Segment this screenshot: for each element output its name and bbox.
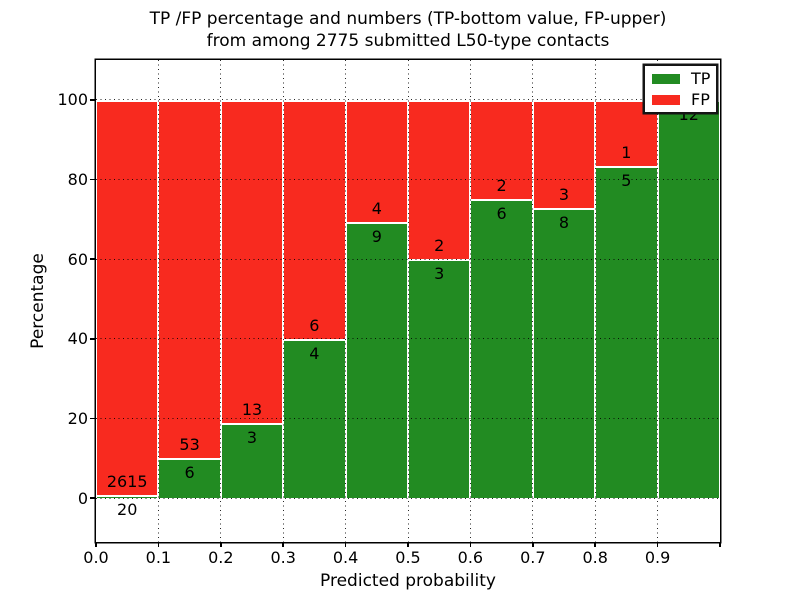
y-tick-label: 20: [67, 409, 88, 428]
y-axis-tick: [89, 417, 95, 420]
gridline-vertical: [594, 60, 596, 542]
x-axis-tick: [656, 542, 659, 547]
tp-count-label: 8: [558, 213, 570, 233]
x-axis-tick: [469, 542, 472, 547]
tp-color-swatch-icon: [652, 73, 680, 84]
y-tick-label: 80: [67, 170, 88, 189]
fp-count-label: 2: [496, 176, 507, 196]
x-axis-tick: [344, 542, 347, 547]
x-tick-label: 0.5: [395, 548, 421, 567]
fp-count-label: 1: [621, 143, 632, 163]
y-axis-tick: [89, 99, 95, 101]
fp-count-label: 2615: [106, 472, 148, 492]
x-tick-label: 0.4: [332, 548, 359, 567]
fp-count-label: 2: [434, 236, 445, 256]
chart-title-line1: TP /FP percentage and numbers (TP-bottom…: [149, 9, 667, 29]
x-tick-label: 0.1: [145, 548, 172, 567]
bar-segment-fp: [470, 99, 533, 200]
x-axis-tick: [532, 542, 534, 547]
tp-count-label: 6: [496, 204, 507, 224]
legend-label-fp: FP: [691, 90, 710, 109]
y-axis-tick: [89, 178, 95, 181]
fp-count-label: 53: [179, 434, 200, 454]
y-axis-tick: [89, 258, 95, 260]
fp-count-label: 13: [241, 400, 263, 420]
tp-count-label: 5: [621, 171, 632, 191]
tp-count-label: 4: [309, 343, 320, 363]
x-tick-label: 0.7: [520, 548, 546, 567]
x-axis-label: Predicted probability: [320, 571, 496, 591]
tp-count-label: 3: [434, 264, 445, 284]
gridline-vertical: [469, 60, 471, 542]
tp-count-label: 20: [117, 500, 138, 520]
tp-count-label: 6: [184, 462, 195, 482]
x-axis-tick: [282, 542, 284, 547]
x-axis-tick: [407, 542, 409, 547]
bar-segment-fp: [158, 99, 221, 458]
bar-segment-tp: [408, 259, 471, 499]
fp-color-swatch-icon: [652, 94, 680, 105]
y-axis-tick: [89, 497, 95, 499]
x-tick-label: 0.8: [582, 548, 608, 567]
fp-count-label: 6: [309, 315, 320, 335]
bar-segment-fp: [532, 99, 596, 209]
gridline-vertical: [157, 60, 159, 542]
bar-segment-fp: [96, 99, 159, 496]
legend-label-tp: TP: [691, 69, 711, 88]
bar-segment-fp: [345, 99, 408, 223]
x-tick-label: 0.3: [270, 548, 296, 567]
gridline-vertical: [532, 60, 534, 542]
x-axis-tick: [95, 542, 97, 547]
bar-segment-tp: [96, 495, 159, 499]
chart-title-line2: from among 2775 submitted L50-type conta…: [206, 31, 610, 51]
bar-segment-tp: [595, 166, 658, 499]
gridline-vertical: [345, 60, 347, 542]
x-tick-label: 0.2: [208, 548, 234, 567]
x-tick-label: 0.9: [644, 548, 671, 567]
bar-segment-tp: [532, 208, 596, 499]
tp-count-label: 3: [246, 428, 258, 448]
fp-count-label: 3: [558, 185, 570, 205]
chart-title: TP /FP percentage and numbers (TP-bottom…: [16, 8, 800, 52]
plot-area: 261520536133644923263815012: [89, 60, 721, 547]
bar-segment-tp: [158, 457, 221, 499]
y-tick-label: 60: [67, 249, 88, 269]
bar-segment-tp: [657, 99, 720, 499]
y-tick-label: 100: [57, 90, 88, 110]
fp-count-label: 4: [371, 199, 382, 219]
bar-segment-tp: [470, 199, 533, 499]
bar-segment-fp: [595, 99, 658, 167]
bar-segment-fp: [220, 99, 284, 424]
bar-segment-fp: [283, 99, 346, 339]
y-tick-label: 0: [77, 488, 88, 508]
x-tick-label: 0.6: [457, 548, 484, 567]
y-tick-label: 40: [67, 329, 88, 349]
x-tick-label: 0.0: [83, 548, 109, 567]
legend-item-fp: FP: [652, 91, 716, 108]
bar-segment-tp: [220, 423, 284, 499]
gridline-vertical: [407, 60, 409, 542]
tp-count-label: 9: [371, 227, 382, 247]
y-axis-tick: [89, 338, 95, 340]
gridline-vertical: [657, 60, 659, 542]
x-axis-tick: [594, 542, 596, 547]
x-axis-tick: [220, 542, 222, 547]
gridline-vertical: [220, 60, 222, 542]
legend-item-tp: TP: [652, 70, 716, 87]
gridline-vertical: [282, 60, 284, 542]
x-axis-tick: [719, 542, 721, 547]
bar-segment-tp: [345, 222, 408, 499]
x-axis-tick: [157, 542, 160, 547]
legend: TP FP: [645, 66, 716, 112]
